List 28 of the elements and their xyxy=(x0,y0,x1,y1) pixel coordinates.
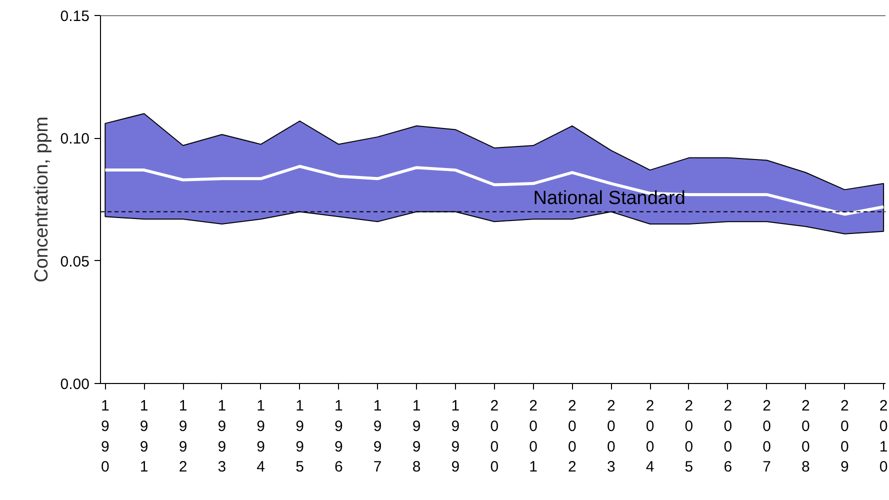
x-tick-label: 2006 xyxy=(724,398,732,476)
x-tick-label: 2008 xyxy=(802,398,810,476)
ref-line-label: National Standard xyxy=(533,188,686,209)
x-tick-label: 1995 xyxy=(296,398,304,476)
x-tick-label: 1990 xyxy=(101,398,110,476)
y-tick-label: 0.00 xyxy=(60,376,90,393)
x-tick-label: 1991 xyxy=(140,398,148,476)
x-tick-label: 2007 xyxy=(762,398,771,476)
x-tick-label: 1992 xyxy=(178,398,188,476)
line-series xyxy=(104,164,886,216)
x-tick-label: 2001 xyxy=(529,398,538,476)
x-tick-label: 2000 xyxy=(490,398,499,476)
x-tick-label: 1993 xyxy=(218,398,226,476)
x-tick-label: 1996 xyxy=(334,398,343,476)
x-tick-label: 2003 xyxy=(606,398,616,476)
y-tick-label: 0.15 xyxy=(60,8,90,25)
x-tick-label: 1997 xyxy=(373,398,382,476)
x-tick-label: 2005 xyxy=(684,398,694,476)
x-tick-label: 2002 xyxy=(568,398,576,476)
x-tick-label: 2009 xyxy=(840,398,849,476)
x-tick-label: 2010 xyxy=(879,398,888,476)
y-tick-label: 0.10 xyxy=(60,130,90,148)
x-tick-label: 2004 xyxy=(646,398,654,476)
y-tick-label: 0.05 xyxy=(60,253,90,270)
x-tick-label: 1999 xyxy=(451,398,460,476)
y-axis-title: Concentration, ppm xyxy=(31,116,52,282)
x-tick-label: 1998 xyxy=(412,398,421,476)
x-tick-label: 1994 xyxy=(256,398,266,476)
